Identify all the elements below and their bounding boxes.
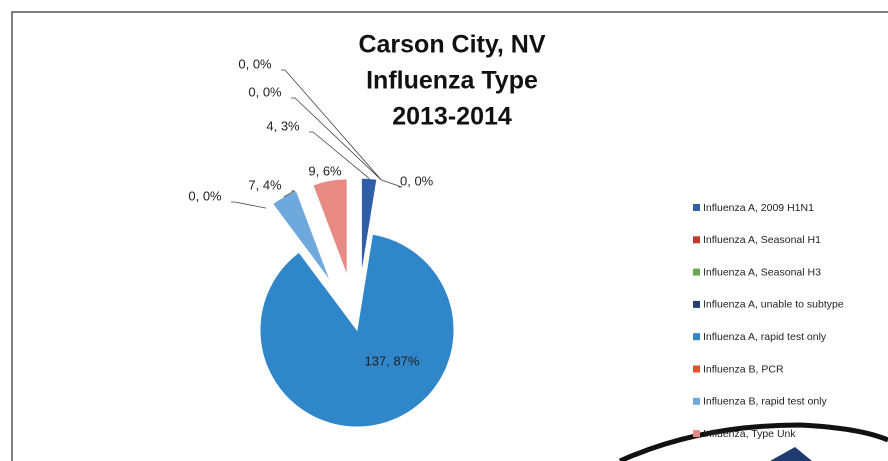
legend-swatch [693, 236, 700, 244]
data-label: 0, 0% [238, 56, 272, 71]
chart-frame [11, 11, 888, 461]
legend-swatch [693, 204, 700, 211]
data-label: 137, 87% [365, 353, 420, 368]
legend-label: Influenza A, Seasonal H3 [703, 266, 821, 278]
pie-slice [265, 207, 325, 287]
data-label: 0, 0% [188, 188, 222, 203]
legend-label: Influenza A, Seasonal H1 [703, 234, 821, 246]
data-label: 0, 0% [248, 84, 282, 99]
legend-swatch [693, 333, 700, 341]
data-label: 9, 6% [308, 163, 342, 178]
leader-line [291, 97, 382, 181]
legend-label: Influenza, Type Unk [703, 428, 796, 440]
leader-line [281, 69, 382, 181]
legend-swatch [693, 397, 700, 405]
leader-line [309, 131, 370, 179]
seal-edge [618, 422, 888, 461]
data-label: 7, 4% [248, 177, 282, 192]
legend-swatch [693, 430, 700, 438]
legend-label: Influenza A, unable to subtype [703, 299, 844, 311]
legend-swatch [693, 268, 700, 276]
pie-slice [271, 190, 332, 283]
chart-title: 2013-2014 [392, 103, 512, 131]
legend-label: Influenza B, rapid test only [703, 396, 827, 408]
data-label: 0, 0% [400, 173, 434, 188]
pie-slice [312, 178, 348, 277]
legend-swatch [693, 365, 700, 373]
legend-label: Influenza B, PCR [703, 363, 784, 375]
leader-line [381, 179, 403, 188]
legend-label: Influenza A, 2009 H1N1 [703, 202, 814, 214]
data-label: 4, 3% [266, 118, 300, 133]
chart-title: Carson City, NV [358, 31, 545, 59]
leader-line [283, 190, 296, 197]
chart-title: Influenza Type [366, 67, 538, 95]
legend-label: Influenza A, rapid test only [703, 331, 827, 343]
leader-line [231, 201, 267, 209]
pie-slice [259, 233, 455, 428]
seal-mark [770, 447, 812, 461]
pie-slice [360, 177, 378, 276]
legend-swatch [693, 300, 700, 308]
